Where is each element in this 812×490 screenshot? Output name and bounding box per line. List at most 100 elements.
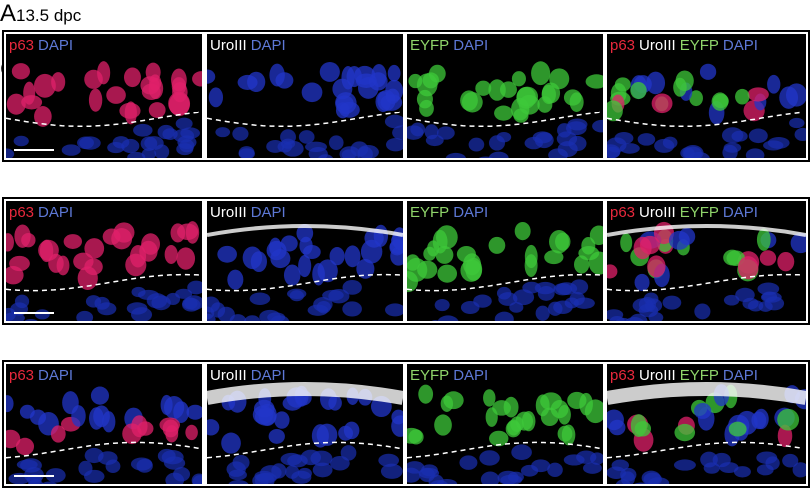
row-header: A13.5 dpc [0, 0, 812, 28]
nucleus [520, 464, 539, 477]
cell [614, 77, 631, 92]
cell [434, 414, 452, 436]
nucleus [620, 467, 637, 482]
channel-labels: p63 UroIII EYFP DAPI [610, 204, 762, 221]
cell [192, 71, 202, 87]
micrograph [607, 63, 806, 158]
row-box: p63 DAPI UroIII DAPI EYFP DAPI p63 UroIII EYFP DA… [2, 30, 810, 162]
nucleus [297, 467, 312, 479]
cell [485, 407, 498, 427]
basement-membrane [207, 111, 403, 128]
uroplakin-layer [207, 382, 403, 405]
cell [735, 88, 750, 105]
cell [34, 73, 56, 98]
nucleus [556, 131, 578, 147]
nucleus [289, 290, 304, 302]
nucleus [607, 309, 624, 321]
cell [391, 409, 403, 425]
cell [589, 225, 603, 246]
nucleus [407, 125, 424, 140]
channel-label: UroIII [639, 367, 676, 384]
image-panel: UroIII DAPI [207, 201, 403, 321]
nucleus [407, 467, 421, 483]
nucleus [694, 303, 711, 320]
image-panel: EYFP DAPI [407, 201, 603, 321]
cell [176, 247, 196, 270]
cell [777, 408, 800, 431]
cell [540, 392, 562, 411]
cell [579, 392, 593, 416]
image-panel: p63 DAPI [6, 201, 202, 321]
cell [173, 401, 190, 423]
basement-membrane [407, 111, 603, 128]
channel-label: DAPI [38, 37, 74, 54]
cell [678, 227, 696, 246]
basement-membrane [607, 111, 804, 128]
cell [63, 234, 83, 249]
cell [145, 62, 161, 82]
cell [416, 73, 438, 97]
image-panel: p63 DAPI [6, 34, 202, 158]
cell [503, 396, 519, 418]
nucleus [175, 288, 193, 299]
nucleus [497, 470, 519, 484]
nucleus [532, 131, 553, 144]
nucleus [431, 320, 439, 321]
cell [488, 236, 506, 254]
channel-label: UroIII [210, 204, 247, 221]
cell [513, 108, 529, 123]
channel-label: DAPI [250, 204, 286, 221]
cell [646, 71, 666, 95]
channel-label: UroIII [639, 204, 676, 221]
channel-labels: UroIII DAPI [210, 37, 290, 54]
basement-membrane [607, 273, 804, 292]
nucleus [342, 279, 362, 295]
nucleus [592, 119, 603, 133]
cell [208, 87, 224, 108]
nucleus [763, 140, 784, 151]
cell [344, 245, 361, 268]
nucleus [488, 135, 506, 151]
nucleus [607, 144, 621, 158]
cell [524, 244, 538, 269]
nucleus [228, 469, 247, 481]
cell [170, 223, 186, 243]
nucleus [260, 465, 282, 481]
nucleus [637, 133, 656, 146]
image-panel: EYFP DAPI [407, 364, 603, 484]
cell [777, 251, 795, 272]
cell [164, 244, 178, 264]
cell [303, 244, 321, 260]
cell [693, 402, 712, 419]
cell [790, 232, 806, 254]
cell [250, 251, 267, 273]
channel-label: EYFP [410, 367, 450, 384]
channel-label: DAPI [250, 367, 286, 384]
cell [6, 395, 14, 413]
channel-label: DAPI [250, 37, 286, 54]
cell [423, 246, 437, 261]
channel-labels: UroIII DAPI [210, 367, 290, 384]
cell [747, 87, 769, 102]
channel-label: DAPI [453, 367, 489, 384]
channel-label: EYFP [679, 367, 719, 384]
cell [440, 395, 454, 412]
cell [296, 223, 314, 243]
cell [630, 81, 647, 100]
cell [620, 233, 633, 253]
cell [111, 228, 133, 250]
nucleus [756, 451, 778, 464]
nucleus [229, 314, 247, 321]
nucleus [259, 309, 281, 321]
cell [15, 437, 35, 456]
cell [301, 82, 323, 103]
cell [283, 264, 301, 286]
nucleus [181, 297, 201, 312]
micrograph [6, 386, 202, 484]
nucleus [760, 291, 782, 303]
row-box: p63 DAPI UroIII DAPI EYFP DAPI p63 UroIII EYFP DA… [2, 360, 810, 488]
nucleus [266, 139, 285, 153]
micrograph [607, 382, 806, 484]
nucleus [590, 452, 603, 465]
nucleus [180, 127, 200, 139]
